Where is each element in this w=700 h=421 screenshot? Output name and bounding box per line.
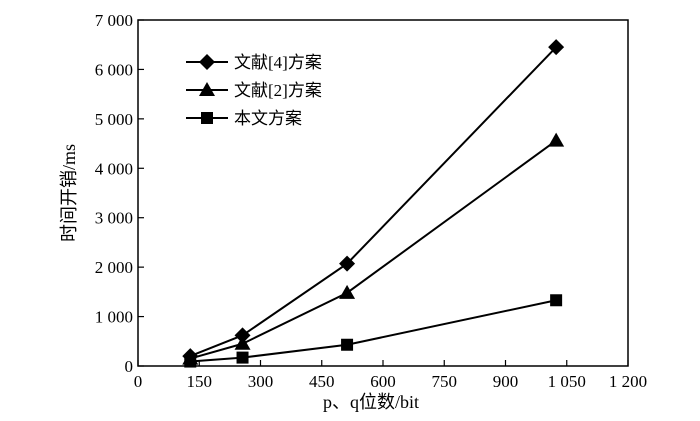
data-point-diamond <box>234 327 251 344</box>
series-triangle <box>182 132 565 365</box>
y-axis-ticks: 0 1 000 2 000 3 000 4 000 5 000 6 000 7 000 <box>95 11 144 376</box>
y-tick-label: 4 000 <box>95 159 133 178</box>
data-point-square <box>236 351 249 364</box>
y-tick-label: 2 000 <box>95 258 133 277</box>
data-point-square <box>341 338 354 351</box>
series-square <box>184 294 563 368</box>
series-layer <box>182 39 565 368</box>
legend-label: 本文方案 <box>234 109 302 128</box>
legend-label: 文献[4]方案 <box>234 53 322 72</box>
y-axis-title: 时间开销/ms <box>59 144 79 242</box>
data-point-square <box>184 355 197 368</box>
plot-frame <box>137 19 629 367</box>
data-point-square <box>550 294 563 307</box>
y-tick-label: 0 <box>125 357 134 376</box>
data-point-triangle <box>339 284 356 299</box>
data-point-triangle <box>234 335 251 350</box>
x-tick-label: 0 <box>134 372 143 391</box>
y-tick-label: 5 000 <box>95 110 133 129</box>
x-tick-label: 600 <box>370 372 396 391</box>
y-tick-label: 6 000 <box>95 60 133 79</box>
y-tick-label: 3 000 <box>95 209 133 228</box>
x-tick-label: 150 <box>187 372 213 391</box>
data-point-diamond <box>548 39 565 56</box>
series-line-triangle <box>189 139 557 360</box>
data-point-diamond <box>339 255 356 272</box>
x-tick-label: 750 <box>432 372 458 391</box>
x-tick-label: 300 <box>248 372 274 391</box>
y-tick-label: 7 000 <box>95 11 133 30</box>
legend-marker-diamond <box>199 54 215 70</box>
x-axis-title: p、q位数/bit <box>323 392 419 412</box>
x-axis-ticks: 0 150 300 450 600 750 900 1 050 1 200 <box>134 360 647 391</box>
legend-marker-triangle <box>199 82 215 96</box>
series-line-diamond <box>189 46 557 358</box>
y-tick-label: 1 000 <box>95 308 133 327</box>
data-point-triangle <box>548 132 565 147</box>
axes <box>137 19 629 367</box>
legend-label: 文献[2]方案 <box>234 81 322 100</box>
x-tick-label: 900 <box>493 372 519 391</box>
x-tick-label: 1 050 <box>548 372 586 391</box>
x-tick-label: 450 <box>309 372 335 391</box>
x-tick-label: 1 200 <box>609 372 647 391</box>
legend-marker-square <box>201 112 213 124</box>
series-line-square <box>190 299 557 363</box>
